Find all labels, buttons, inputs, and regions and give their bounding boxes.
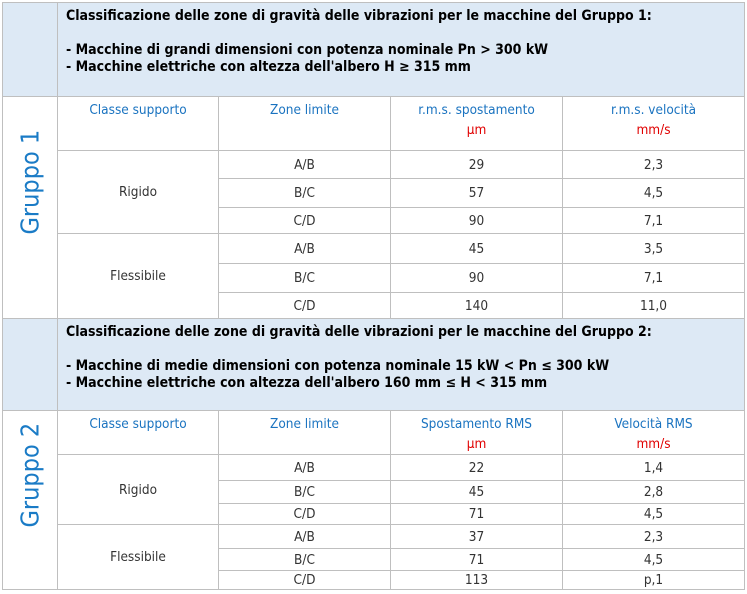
table-row: B/C 57 4,5 — [3, 178, 745, 208]
group-header: Classificazione delle zone di gravità de… — [57, 2, 745, 97]
displacement-cell: 71 — [390, 548, 563, 571]
group-label: Gruppo 2 — [2, 410, 58, 590]
velocity-cell: 4,5 — [562, 178, 745, 208]
displacement-cell: 90 — [390, 207, 563, 234]
group-header-side — [2, 318, 58, 411]
unit: mm/s — [636, 436, 671, 452]
group-label: Gruppo 1 — [2, 96, 58, 319]
displacement-cell: 113 — [390, 570, 563, 590]
velocity-cell: p,1 — [562, 570, 745, 590]
velocity-cell: 11,0 — [562, 292, 745, 319]
displacement-cell: 29 — [390, 150, 563, 179]
criteria-line: - Macchine elettriche con altezza dell'a… — [66, 375, 548, 391]
table-row: Flessibile A/B 45 3,5 — [3, 233, 745, 319]
zone-cell: A/B — [218, 233, 391, 264]
zone-cell: A/B — [218, 524, 391, 549]
support-flexible: Flessibile — [57, 524, 219, 590]
displacement-cell: 22 — [390, 454, 563, 481]
support-flexible: Flessibile — [57, 233, 219, 319]
col-header-displacement: Spostamento RMS µm — [390, 410, 563, 455]
zone-cell: B/C — [218, 178, 391, 208]
unit: µm — [466, 436, 487, 452]
table-row: C/D 113 p,1 — [3, 570, 745, 590]
displacement-cell: 37 — [390, 524, 563, 549]
velocity-cell: 4,5 — [562, 548, 745, 571]
table-row: Rigido A/B 22 1,4 — [3, 454, 745, 525]
zone-cell: C/D — [218, 292, 391, 319]
velocity-cell: 1,4 — [562, 454, 745, 481]
displacement-cell: 140 — [390, 292, 563, 319]
table-row: C/D 90 7,1 — [3, 207, 745, 234]
velocity-cell: 7,1 — [562, 207, 745, 234]
velocity-cell: 4,5 — [562, 503, 745, 525]
displacement-cell: 71 — [390, 503, 563, 525]
col-header-zone: Zone limite — [218, 96, 391, 151]
col-header-zone: Zone limite — [218, 410, 391, 455]
displacement-cell: 90 — [390, 263, 563, 293]
unit: µm — [466, 122, 487, 138]
col-header-velocity: r.m.s. velocità mm/s — [562, 96, 745, 151]
table-row: B/C 90 7,1 — [3, 263, 745, 293]
zone-cell: B/C — [218, 548, 391, 571]
displacement-cell: 57 — [390, 178, 563, 208]
criteria-line: - Macchine di grandi dimensioni con pote… — [66, 42, 549, 58]
table-row: B/C 45 2,8 — [3, 480, 745, 504]
col-header-velocity: Velocità RMS mm/s — [562, 410, 745, 455]
zone-cell: A/B — [218, 454, 391, 481]
col-header-displacement: r.m.s. spostamento µm — [390, 96, 563, 151]
table-row: Rigido A/B 29 2,3 — [3, 150, 745, 234]
velocity-cell: 2,3 — [562, 150, 745, 179]
velocity-cell: 2,3 — [562, 524, 745, 549]
support-rigid: Rigido — [57, 150, 219, 234]
displacement-cell: 45 — [390, 233, 563, 264]
velocity-cell: 3,5 — [562, 233, 745, 264]
zone-cell: B/C — [218, 480, 391, 504]
zone-cell: A/B — [218, 150, 391, 179]
criteria-line: - Macchine elettriche con altezza dell'a… — [66, 59, 471, 75]
table-row: C/D 140 11,0 — [3, 292, 745, 319]
table-row: C/D 71 4,5 — [3, 503, 745, 525]
support-rigid: Rigido — [57, 454, 219, 525]
velocity-cell: 7,1 — [562, 263, 745, 293]
criteria-line: - Macchine di medie dimensioni con poten… — [66, 358, 610, 374]
zone-cell: C/D — [218, 207, 391, 234]
unit: mm/s — [636, 122, 671, 138]
velocity-cell: 2,8 — [562, 480, 745, 504]
group-title: Classificazione delle zone di gravità de… — [66, 8, 652, 24]
zone-cell: B/C — [218, 263, 391, 293]
group-header-side — [2, 2, 58, 97]
zone-cell: C/D — [218, 503, 391, 525]
displacement-cell: 45 — [390, 480, 563, 504]
group-title: Classificazione delle zone di gravità de… — [66, 324, 652, 340]
col-header-support: Classe supporto — [57, 410, 219, 455]
table-row: Flessibile A/B 37 2,3 — [3, 524, 745, 590]
group-header: Classificazione delle zone di gravità de… — [57, 318, 745, 411]
col-header-support: Classe supporto — [57, 96, 219, 151]
zone-cell: C/D — [218, 570, 391, 590]
